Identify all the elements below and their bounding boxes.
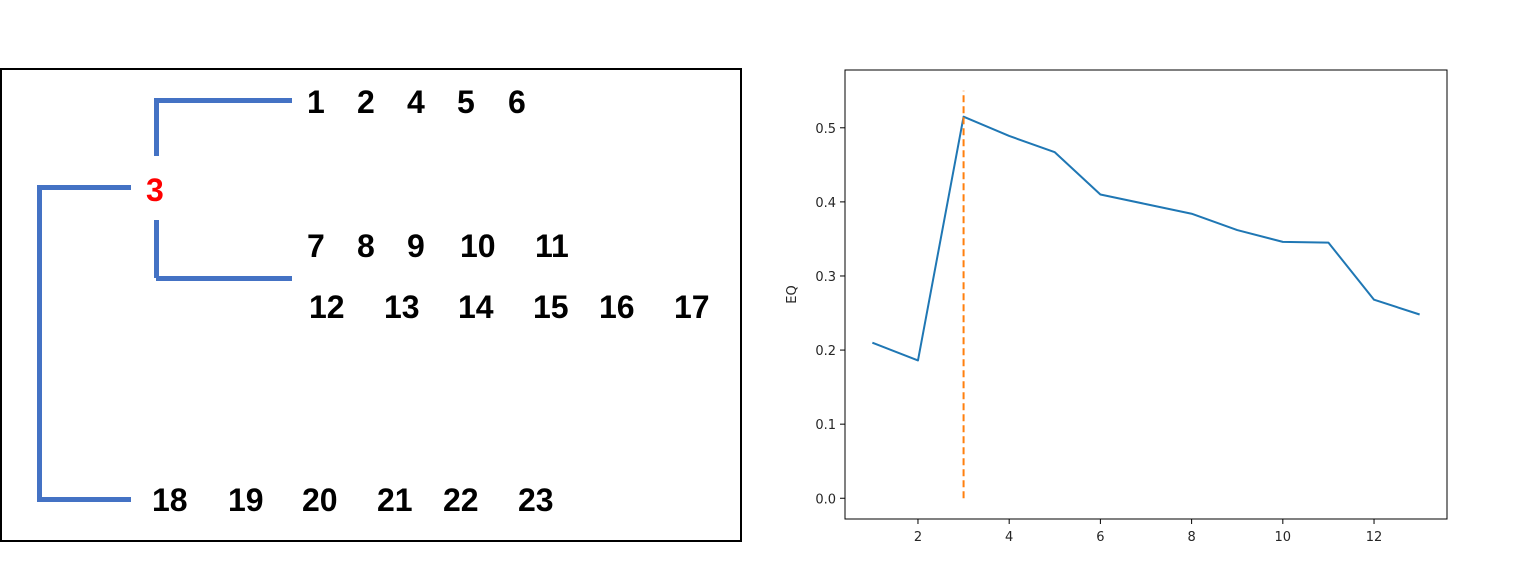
bracket-root-horizontal <box>37 185 131 190</box>
leaf-label: 23 <box>518 482 554 518</box>
leaf-label: 13 <box>384 289 420 325</box>
leaf-label: 4 <box>407 84 425 120</box>
leaf-label: 7 <box>307 228 325 264</box>
eq-line-chart: 2 4 6 8 10 12 0.0 0.1 0.2 0.3 0.4 0.5 EQ <box>785 69 1448 545</box>
x-tick-label: 8 <box>1187 530 1195 545</box>
y-tick-label: 0.3 <box>815 270 836 285</box>
leaf-label: 18 <box>152 482 188 518</box>
leaf-label: 11 <box>535 228 569 264</box>
dendrogram-panel: 3 1 2 4 5 6 7 8 9 10 11 12 13 14 15 16 1… <box>0 68 742 542</box>
leaf-label: 19 <box>228 482 264 518</box>
y-tick-label: 0.4 <box>815 196 836 211</box>
leaf-label: 17 <box>674 289 710 325</box>
leaf-label: 2 <box>357 84 375 120</box>
y-tick-label: 0.1 <box>815 418 836 433</box>
series-line <box>871 115 1420 362</box>
leaf-label: 21 <box>377 482 413 518</box>
chart-plot-layer: 2 4 6 8 10 12 0.0 0.1 0.2 0.3 0.4 0.5 <box>815 69 1448 545</box>
leaf-label: 5 <box>457 84 475 120</box>
leaf-label: 22 <box>443 482 479 518</box>
bracket-top-vertical <box>154 98 159 156</box>
leaf-label: 10 <box>460 228 496 264</box>
y-tick-label: 0.2 <box>815 344 836 359</box>
x-tick-label: 10 <box>1275 530 1292 545</box>
leaf-label: 16 <box>599 289 635 325</box>
x-tick-label: 2 <box>914 530 922 545</box>
y-axis-label: EQ <box>785 285 800 303</box>
bracket-bottom-horizontal <box>37 497 131 502</box>
x-tick-label: 4 <box>1005 530 1013 545</box>
split-node-label: 3 <box>146 172 164 208</box>
leaf-label: 12 <box>309 289 345 325</box>
plot-frame <box>844 69 1448 520</box>
y-tick-label: 0.0 <box>815 492 836 507</box>
x-tick-label: 12 <box>1366 530 1383 545</box>
x-tick-label: 6 <box>1096 530 1104 545</box>
y-tick-label: 0.5 <box>815 122 836 137</box>
leaf-label: 9 <box>407 228 425 264</box>
bracket-root-vertical <box>37 185 42 500</box>
leaf-label: 20 <box>302 482 338 518</box>
leaf-label: 8 <box>357 228 375 264</box>
bracket-middle-horizontal <box>156 276 292 281</box>
leaf-label: 1 <box>307 84 325 120</box>
leaf-label: 14 <box>458 289 494 325</box>
bracket-middle-vertical <box>154 220 159 278</box>
leaf-label: 6 <box>508 84 526 120</box>
bracket-top-horizontal <box>156 98 292 103</box>
leaf-label: 15 <box>533 289 569 325</box>
